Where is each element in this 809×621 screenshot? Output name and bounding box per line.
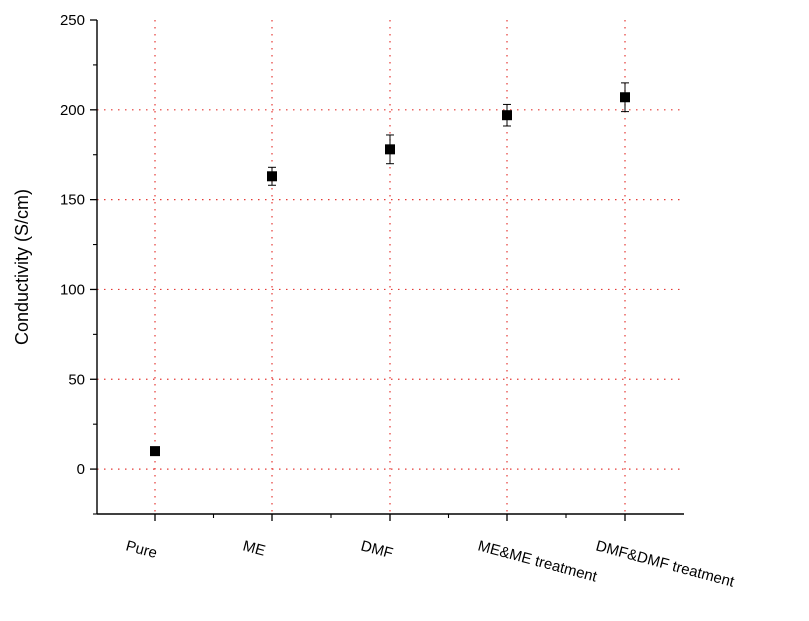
x-tick-label: ME&ME treatment: [476, 537, 600, 585]
y-tick-label: 50: [68, 371, 85, 388]
x-tick-label: DMF: [359, 537, 395, 562]
axes: [90, 19, 684, 521]
data-point: [150, 446, 160, 457]
y-tick-labels: 0 50 100 150 200 250: [60, 12, 85, 478]
y-axis-title: Conductivity (S/cm): [12, 189, 32, 345]
grid-lines: [97, 20, 684, 514]
x-tick-label: DMF&DMF treatment: [594, 537, 737, 591]
data-point: [267, 171, 277, 182]
x-tick-label: Pure: [124, 537, 159, 562]
data-points: [150, 82, 630, 457]
y-tick-label: 200: [60, 102, 85, 119]
y-tick-label: 0: [77, 461, 85, 478]
y-tick-label: 250: [60, 12, 85, 29]
data-point: [620, 92, 630, 103]
y-tick-label: 100: [60, 281, 85, 298]
x-tick-label: ME: [241, 537, 267, 559]
data-point: [502, 110, 512, 121]
y-tick-label: 150: [60, 192, 85, 209]
data-point: [385, 144, 395, 155]
